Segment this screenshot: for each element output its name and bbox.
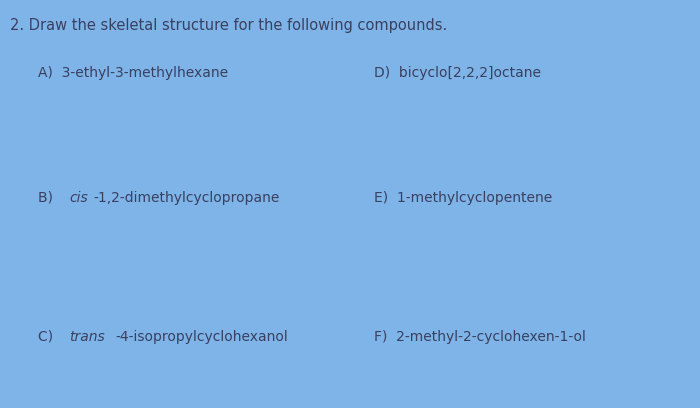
Text: B): B) xyxy=(38,191,62,205)
Text: 2. Draw the skeletal structure for the following compounds.: 2. Draw the skeletal structure for the f… xyxy=(10,18,448,33)
Text: D)  bicyclo[2,2,2]octane: D) bicyclo[2,2,2]octane xyxy=(374,67,542,80)
Text: A)  3-ethyl-3-methylhexane: A) 3-ethyl-3-methylhexane xyxy=(38,67,229,80)
Text: E)  1-methylcyclopentene: E) 1-methylcyclopentene xyxy=(374,191,553,205)
Text: C): C) xyxy=(38,330,62,344)
Text: trans: trans xyxy=(69,330,105,344)
Text: cis: cis xyxy=(69,191,88,205)
Text: -4-isopropylcyclohexanol: -4-isopropylcyclohexanol xyxy=(116,330,288,344)
Text: F)  2-methyl-2-cyclohexen-1-ol: F) 2-methyl-2-cyclohexen-1-ol xyxy=(374,330,587,344)
Text: -1,2-dimethylcyclopropane: -1,2-dimethylcyclopropane xyxy=(93,191,280,205)
